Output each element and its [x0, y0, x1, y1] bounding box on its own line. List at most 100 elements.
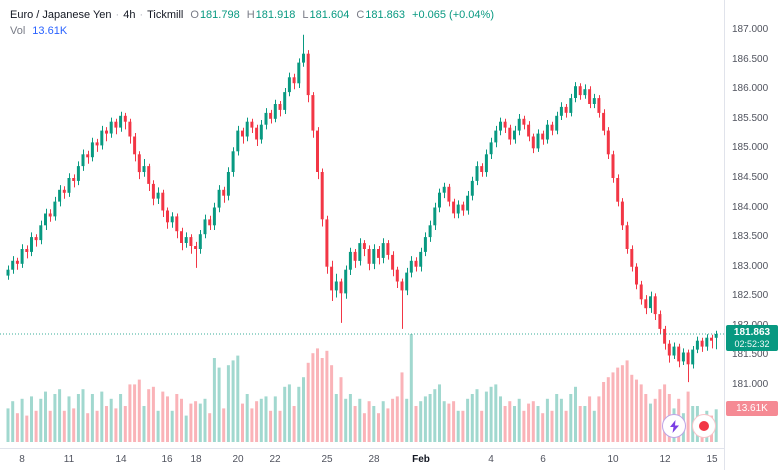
volume-bar [625, 360, 629, 442]
current-price-badge: 181.863 02:52:32 [726, 325, 778, 351]
candle-body [348, 251, 352, 270]
exchange-name[interactable]: Tickmill [147, 9, 184, 21]
volume-bar [302, 377, 305, 442]
candle-body [452, 201, 456, 214]
volume-bar [297, 386, 301, 442]
market-status-button[interactable] [692, 414, 716, 438]
candle-body [58, 189, 62, 202]
candle-body [316, 130, 319, 172]
volume-bar [423, 396, 427, 442]
volume-bar [6, 408, 10, 442]
interval-selector[interactable]: 4h [123, 9, 136, 21]
volume-bar [550, 410, 554, 442]
volume-label[interactable]: Vol [10, 25, 26, 37]
candle-body [531, 136, 535, 149]
volume-bar [175, 394, 179, 442]
volume-bar [428, 394, 432, 442]
price-axis-label: 187.000 [732, 24, 769, 35]
volume-bar [325, 350, 329, 442]
volume-bar [151, 386, 155, 442]
candle-body [353, 251, 357, 261]
volume-bar [100, 391, 104, 442]
volume-bar [273, 396, 277, 442]
candle-body [522, 118, 526, 125]
close-label: C [356, 9, 365, 21]
candle-body [649, 296, 652, 309]
candle-body [109, 121, 113, 134]
candlestick-chart-area[interactable] [0, 0, 724, 448]
candle-body [142, 166, 146, 172]
volume-bar [147, 389, 151, 442]
candle-body [175, 216, 179, 232]
candle-body [513, 130, 516, 140]
volume-bar [236, 355, 240, 442]
candle-body [630, 249, 634, 267]
candle-body [550, 124, 554, 131]
candle-body [536, 133, 540, 149]
close-value: 181.863 [365, 9, 406, 21]
volume-bar [414, 406, 418, 442]
time-axis-label: 20 [232, 454, 244, 465]
candle-body [574, 86, 577, 98]
candle-body [695, 340, 699, 350]
candle-body [245, 121, 249, 137]
volume-bar [555, 394, 559, 442]
price-axis-label: 186.500 [732, 54, 769, 65]
volume-bar [208, 413, 212, 442]
candle-body [592, 98, 596, 104]
candle-body [208, 219, 212, 226]
price-axis-label: 185.000 [732, 142, 769, 153]
candle-body [362, 243, 366, 249]
volume-bar [663, 384, 667, 442]
candle-body [710, 337, 713, 341]
volume-bar [644, 394, 648, 442]
candle-body [681, 352, 685, 362]
candle-body [105, 130, 108, 134]
candle-body [475, 166, 479, 181]
candle-body [194, 246, 198, 249]
volume-bar [400, 372, 404, 442]
bar-countdown-timer: 02:52:32 [734, 339, 770, 349]
volume-bar [381, 401, 385, 442]
volume-bar [161, 391, 165, 442]
candle-body [344, 269, 348, 294]
candle-body [503, 121, 507, 128]
volume-bar [522, 410, 526, 442]
volume-bar [452, 401, 456, 442]
candle-body [616, 178, 620, 202]
volume-bar [306, 362, 310, 442]
volume-bar [15, 413, 19, 442]
volume-bar [545, 398, 549, 442]
volume-bar [203, 398, 207, 442]
instant-trading-button[interactable] [662, 414, 686, 438]
price-axis[interactable]: 181.863 02:52:32 13.61K 187.000 186.500 18… [724, 0, 780, 470]
volume-bar [386, 408, 390, 442]
volume-bar [362, 413, 366, 442]
candle-body [653, 296, 657, 315]
candle-body [6, 269, 10, 276]
candle-body [367, 249, 371, 264]
candle-body [198, 234, 202, 249]
volume-bar [166, 396, 169, 442]
candle-body [714, 334, 718, 338]
candle-body [658, 314, 662, 329]
time-axis[interactable]: 8 11 14 16 18 20 22 25 28 Feb 4 6 10 12 15 [0, 448, 780, 470]
volume-bar [592, 410, 596, 442]
candle-body [292, 77, 296, 84]
symbol-name[interactable]: Euro / Japanese Yen [10, 9, 112, 21]
candle-body [273, 104, 277, 119]
separator: · [115, 9, 120, 21]
time-axis-label: 28 [368, 454, 380, 465]
volume-bar [339, 377, 343, 442]
volume-bar [588, 396, 592, 442]
price-axis-label: 184.500 [732, 172, 769, 183]
candle-body [311, 95, 315, 131]
candle-body [635, 266, 638, 285]
candle-body [302, 53, 305, 63]
volume-bar [574, 386, 577, 442]
open-value: 181.798 [199, 9, 240, 21]
volume-bar [39, 398, 43, 442]
candle-body [156, 192, 160, 199]
volume-value: 13.61K [32, 25, 68, 37]
volume-bar [433, 389, 437, 442]
